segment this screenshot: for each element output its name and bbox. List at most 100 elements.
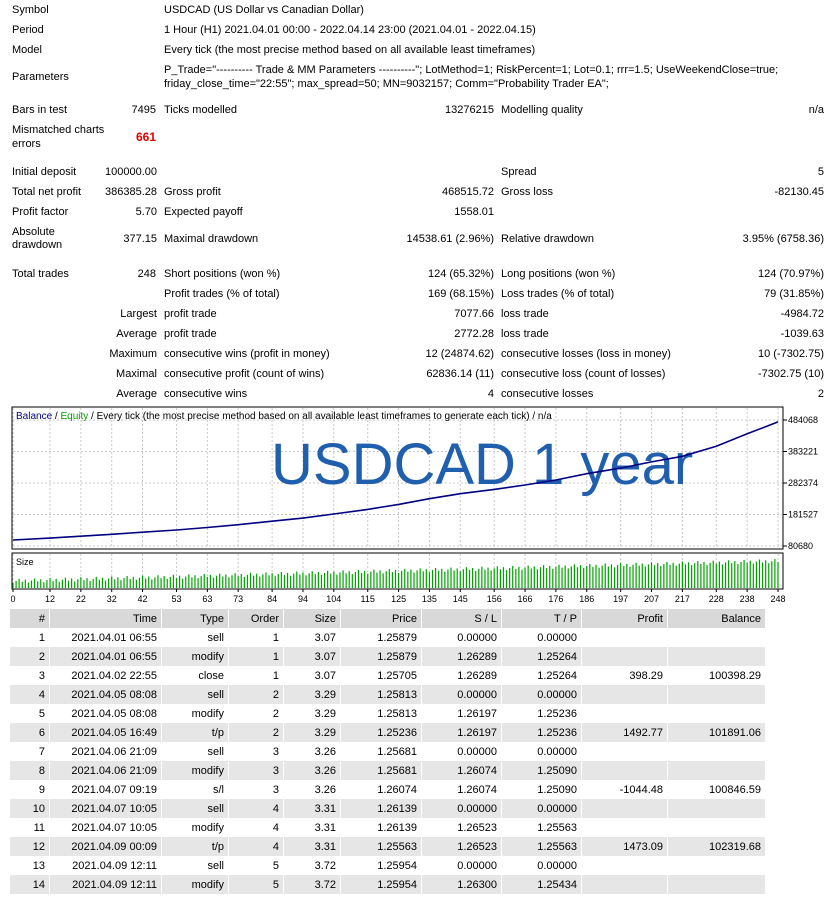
cell-sl: 1.26523 [422,837,501,856]
cell-order: 3 [229,761,283,780]
model-label: Model [12,44,42,56]
cell-order: 3 [272,783,279,796]
cell-sl: 0.00000 [457,745,497,758]
table-row[interactable]: 9 2021.04.07 09:19 s/l 3 3.26 1.26074 1.26074 1… [10,780,765,799]
y-tick-label: 282374 [788,478,818,488]
table-row[interactable]: 10 2021.04.07 10:05 sell 4 3.31 1.26139 0.0000… [10,799,765,818]
cell-time: 2021.04.05 08:08 [71,707,157,720]
cell-type: modify [162,647,228,666]
average-loss-label: loss trade [501,328,549,340]
col-header-profit[interactable]: Profit [582,609,667,628]
parameters-line-2: friday_close_time="22:55"; max_spread=50… [164,78,609,90]
cell-number: 7 [38,745,45,758]
table-row[interactable]: 14 2021.04.09 12:11 modify 5 3.72 1.25954 1.26… [10,875,765,894]
y-tick-label: 383221 [788,447,818,457]
cell-size: 3.26 [314,745,336,758]
cell-order: 1 [272,631,279,644]
col-header-type[interactable]: Type [162,609,228,628]
col-header-price[interactable]: Price [341,609,421,628]
cell-balance [668,761,765,780]
cell-price: 1.25954 [377,859,417,872]
col-header-balance[interactable]: Balance [668,609,765,628]
col-header-time[interactable]: Time [50,609,161,628]
cell-balance [668,818,765,837]
cell-price: 1.26139 [341,799,421,818]
largest-loss-value: -4984.72 [780,308,824,320]
cell-size: 3.29 [314,707,336,720]
cell-order: 5 [229,875,283,894]
cell-type: t/p [162,837,228,856]
average-label: Average [116,328,157,340]
cell-sl: 1.26289 [422,647,501,666]
total-trades-value: 248 [137,268,156,280]
x-tick-label: 0 [11,594,16,604]
largest-profit-label: profit trade [164,308,217,320]
long-positions-label: Long positions (won %) [501,268,616,280]
x-tick-label: 197 [613,594,628,604]
average-consecutive-wins-value: 4 [487,388,494,400]
expected-payoff-value: 1558.01 [454,206,494,218]
table-row[interactable]: 8 2021.04.06 21:09 modify 3 3.26 1.25681 1.260… [10,761,765,780]
cell-profit: 1492.77 [582,723,667,742]
cell-type: s/l [213,783,224,796]
x-tick-label: 53 [171,594,181,604]
cell-sl: 0.00000 [457,859,497,872]
table-row[interactable]: 11 2021.04.07 10:05 modify 4 3.31 1.26139 1.26… [10,818,765,837]
gross-loss-label: Gross loss [501,186,553,198]
legend-balance: Balance [16,411,53,422]
cell-order: 2 [229,685,283,704]
cell-size: 3.29 [284,685,340,704]
x-tick-label: 42 [138,594,148,604]
main-plot-frame [11,406,784,550]
table-row[interactable]: 1 2021.04.01 06:55 sell 1 3.07 1.25879 0.00000… [10,628,765,647]
cell-price: 1.25705 [377,669,417,682]
cell-balance [668,856,765,875]
cell-tp: 0.00000 [537,745,577,758]
average-2-label: Average [116,388,157,400]
cell-balance: 101891.06 [668,723,765,742]
cell-time: 2021.04.07 10:05 [71,821,157,834]
table-row[interactable]: 13 2021.04.09 12:11 sell 5 3.72 1.25954 0.0000… [10,856,765,875]
col-header-tp[interactable]: T / P [502,609,581,628]
col-header-size[interactable]: Size [284,609,340,628]
table-row[interactable]: 3 2021.04.02 22:55 close 1 3.07 1.25705 1.2628… [10,666,765,685]
cell-order: 4 [229,837,283,856]
symbol-label: Symbol [12,4,49,16]
x-tick-label: 145 [453,594,468,604]
col-header-order[interactable]: Order [229,609,283,628]
table-row[interactable]: 12 2021.04.09 00:09 t/p 4 3.31 1.25563 1.26523… [10,837,765,856]
gross-profit-value: 468515.72 [442,186,494,198]
cell-tp: 1.25434 [502,875,581,894]
cell-price: 1.25954 [341,875,421,894]
cell-profit [582,647,667,666]
cell-profit [582,628,667,647]
col-header-sl[interactable]: S / L [422,609,501,628]
average-profit-value: 2772.28 [454,328,494,340]
cell-tp: 0.00000 [502,799,581,818]
cell-price: 1.25813 [377,707,417,720]
cell-profit [582,799,667,818]
x-axis-ticks: 0 12 22 32 42 53 63 73 84 94 104 115 125 135 145 156 166… [11,589,786,604]
maximal-drawdown-label: Maximal drawdown [164,233,259,245]
chart-watermark: USDCAD 1 year [271,432,693,497]
cell-tp: 0.00000 [537,631,577,644]
cell-type: modify [162,761,228,780]
profit-trades-value: 169 (68.15%) [427,288,494,300]
table-row[interactable]: 5 2021.04.05 08:08 modify 2 3.29 1.25813 1.261… [10,704,765,723]
maximal-consecutive-loss-value: -7302.75 (10) [757,368,824,380]
cell-order: 5 [272,859,279,872]
table-row[interactable]: 2 2021.04.01 06:55 modify 1 3.07 1.25879 1.262… [10,647,765,666]
cell-time: 2021.04.06 21:09 [71,745,157,758]
cell-tp: 1.25563 [537,821,577,834]
table-row[interactable]: 7 2021.04.06 21:09 sell 3 3.26 1.25681 0.00000… [10,742,765,761]
table-row[interactable]: 4 2021.04.05 08:08 sell 2 3.29 1.25813 0.00000… [10,685,765,704]
cell-type: sell [207,631,224,644]
table-row[interactable]: 6 2021.04.05 16:49 t/p 2 3.29 1.25236 1.26197 1… [10,723,765,742]
mismatched-value: 661 [135,130,156,144]
expected-payoff-label: Expected payoff [164,206,243,218]
x-tick-label: 156 [487,594,502,604]
cell-tp: 1.25236 [502,723,581,742]
col-header-number[interactable]: # [10,609,49,628]
x-tick-label: 207 [644,594,659,604]
total-net-profit-value: 386385.28 [105,186,157,198]
